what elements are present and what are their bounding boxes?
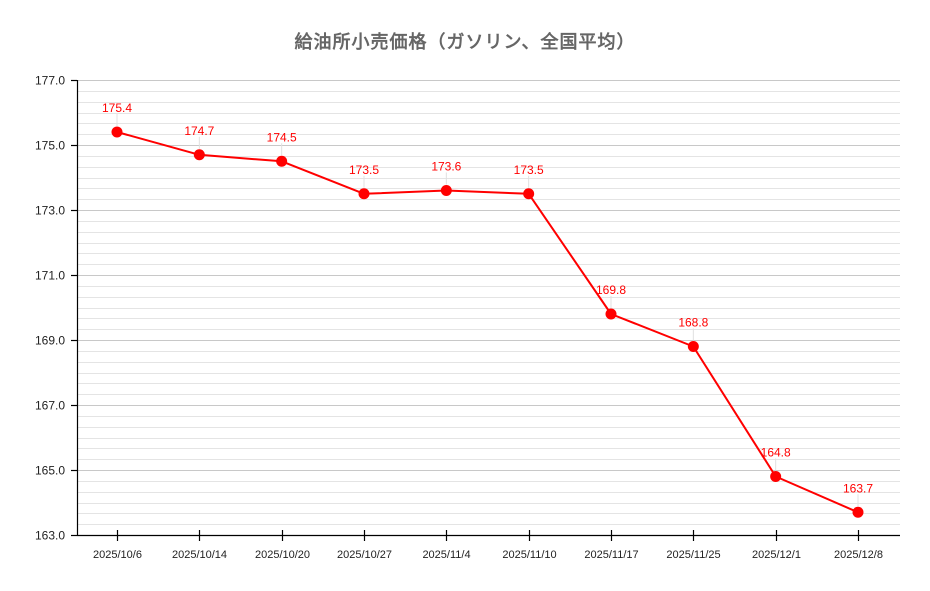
data-label: 173.6	[431, 160, 461, 174]
data-point	[440, 185, 452, 196]
x-tick-label: 2025/10/14	[172, 549, 227, 561]
x-tick-label: 2025/12/8	[834, 549, 883, 561]
axes	[76, 80, 900, 537]
data-point	[523, 188, 535, 200]
grid-lines	[77, 80, 900, 536]
data-point	[687, 341, 699, 352]
x-tick-label: 2025/10/27	[337, 549, 392, 561]
y-tick-label: 171.0	[35, 269, 65, 283]
x-tick-label: 2025/10/20	[255, 549, 310, 561]
y-tick-label: 175.0	[35, 139, 65, 153]
y-tick-label: 163.0	[35, 529, 65, 543]
data-label: 163.7	[843, 481, 873, 495]
y-tick-label: 167.0	[35, 399, 65, 413]
data-label: 174.5	[267, 130, 297, 144]
data-label: 174.7	[184, 124, 214, 138]
y-tick-label: 165.0	[35, 464, 65, 478]
data-label: 173.5	[349, 163, 379, 177]
y-tick-label: 177.0	[35, 74, 65, 88]
data-label: 169.8	[596, 283, 626, 297]
data-point	[605, 308, 617, 320]
data-point	[358, 188, 370, 200]
x-tick-label: 2025/12/1	[752, 549, 801, 561]
x-tick-label: 2025/10/6	[93, 549, 142, 561]
series-polyline	[116, 131, 859, 514]
x-tick-label: 2025/11/4	[422, 549, 470, 561]
data-point	[276, 155, 288, 167]
data-point	[193, 149, 205, 161]
data-label: 164.8	[761, 446, 791, 460]
data-label: 175.4	[102, 101, 132, 115]
series-line	[116, 131, 859, 514]
x-tick-label: 2025/11/17	[584, 549, 638, 561]
y-axis-ticks: 163.0 165.0 167.0 169.0 171.0 173.0 175.0 177.0	[35, 74, 77, 543]
y-tick-label: 173.0	[35, 204, 65, 218]
x-tick-label: 2025/11/10	[502, 549, 556, 561]
data-point	[111, 126, 123, 138]
y-tick-label: 169.0	[35, 334, 65, 348]
data-points	[111, 126, 864, 518]
x-axis-ticks: 2025/10/6 2025/10/14 2025/10/20 2025/10/27 2…	[93, 530, 883, 561]
chart-title: 給油所小売価格（ガソリン、全国平均）	[294, 32, 636, 53]
data-label: 173.5	[514, 163, 544, 177]
data-point	[770, 471, 782, 482]
data-point	[852, 506, 864, 518]
x-tick-label: 2025/11/25	[666, 549, 720, 561]
data-labels: 175.4 174.7 174.5 173.5 173.6 173.5 169.8 168.8…	[102, 101, 873, 507]
data-label: 168.8	[678, 316, 708, 330]
